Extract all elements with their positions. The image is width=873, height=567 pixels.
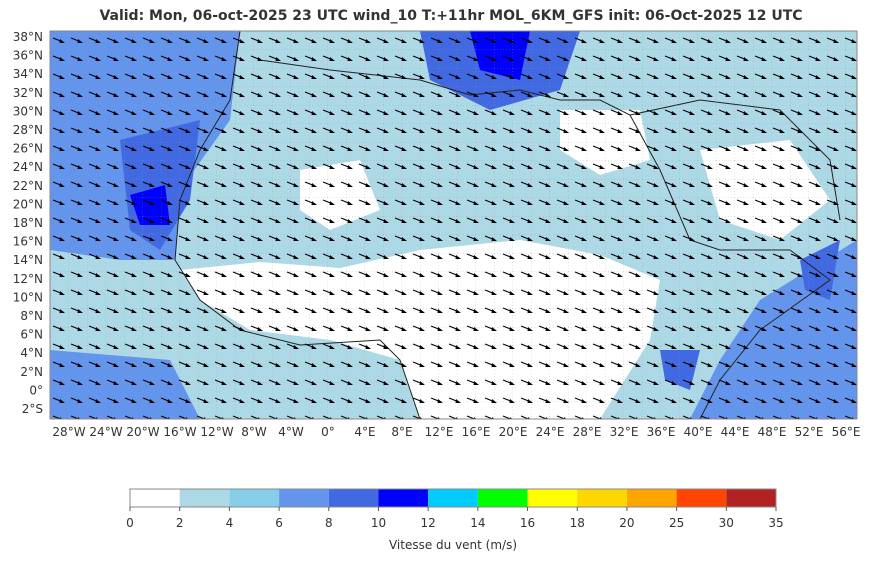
colorbar-tick-label: 12 bbox=[421, 516, 436, 530]
colorbar-tick-label: 6 bbox=[275, 516, 283, 530]
color-swatch bbox=[328, 489, 379, 507]
color-swatch bbox=[676, 489, 727, 507]
lon-label: 12°W bbox=[200, 425, 233, 439]
colorbar-tick-label: 16 bbox=[520, 516, 535, 530]
colorbar-tick-label: 14 bbox=[470, 516, 485, 530]
map-area bbox=[50, 31, 857, 419]
lon-label: 4°E bbox=[354, 425, 375, 439]
colorbar: 0 2 4 6 8 10 12 14 16 18 20 25 30 35 bbox=[126, 488, 784, 530]
lat-label: 24°N bbox=[13, 160, 43, 174]
colorbar-frame bbox=[129, 488, 777, 508]
colorbar-tick-label: 10 bbox=[371, 516, 386, 530]
lat-label: 0° bbox=[29, 383, 43, 397]
lat-label: 14°N bbox=[13, 253, 43, 267]
lon-label: 44°E bbox=[721, 425, 750, 439]
colorbar-tick-label: 0 bbox=[126, 516, 134, 530]
colorbar-tick-label: 18 bbox=[570, 516, 585, 530]
color-swatch bbox=[130, 489, 180, 507]
lat-label: 38°N bbox=[13, 30, 43, 44]
lon-label: 56°E bbox=[832, 425, 861, 439]
lon-label: 32°E bbox=[610, 425, 639, 439]
lat-label: 32°N bbox=[13, 86, 43, 100]
color-swatch bbox=[626, 489, 677, 507]
color-swatch bbox=[229, 489, 280, 507]
lat-label: 28°N bbox=[13, 123, 43, 137]
lat-label: 22°N bbox=[13, 179, 43, 193]
lon-axis: 28°W 24°W 20°W 16°W 12°W 8°W 4°W 0° 4°E 8°E 12°E 16… bbox=[52, 425, 860, 439]
lat-label: 4°N bbox=[20, 346, 43, 360]
lat-label: 34°N bbox=[13, 67, 43, 81]
lon-label: 16°E bbox=[462, 425, 491, 439]
lon-label: 4°W bbox=[278, 425, 304, 439]
color-swatch bbox=[577, 489, 627, 507]
color-swatch bbox=[428, 489, 478, 507]
lon-label: 24°W bbox=[89, 425, 122, 439]
colorbar-tick-label: 4 bbox=[226, 516, 234, 530]
lon-label: 52°E bbox=[795, 425, 824, 439]
lon-label: 20°E bbox=[499, 425, 528, 439]
lon-label: 12°E bbox=[425, 425, 454, 439]
lon-label: 0° bbox=[321, 425, 335, 439]
lat-label: 8°N bbox=[20, 309, 43, 323]
colorbar-label: Vitesse du vent (m/s) bbox=[389, 538, 517, 552]
lat-axis: 38°N 36°N 34°N 32°N 30°N 28°N 26°N 24°N 22°N 20°N… bbox=[13, 30, 43, 416]
lon-label: 36°E bbox=[647, 425, 676, 439]
lat-label: 16°N bbox=[13, 235, 43, 249]
color-swatch bbox=[726, 489, 776, 507]
lat-label: 12°N bbox=[13, 272, 43, 286]
lat-label: 18°N bbox=[13, 216, 43, 230]
lon-label: 48°E bbox=[758, 425, 787, 439]
color-swatch bbox=[279, 489, 329, 507]
title: Valid: Mon, 06-oct-2025 23 UTC wind_10 T… bbox=[99, 8, 802, 24]
colorbar-tick-label: 8 bbox=[325, 516, 333, 530]
lon-label: 8°E bbox=[391, 425, 412, 439]
lon-label: 16°W bbox=[163, 425, 196, 439]
lon-label: 40°E bbox=[684, 425, 713, 439]
colorbar-tick-label: 20 bbox=[619, 516, 634, 530]
colorbar-tick-label: 2 bbox=[176, 516, 184, 530]
lat-label: 2°N bbox=[20, 365, 43, 379]
lat-label: 30°N bbox=[13, 104, 43, 118]
colorbar-tick-label: 35 bbox=[768, 516, 783, 530]
lat-label: 26°N bbox=[13, 142, 43, 156]
lat-label: 36°N bbox=[13, 49, 43, 63]
lon-label: 24°E bbox=[536, 425, 565, 439]
color-swatch bbox=[179, 489, 230, 507]
lat-label: 20°N bbox=[13, 197, 43, 211]
color-swatch bbox=[378, 489, 429, 507]
lon-label: 28°W bbox=[52, 425, 85, 439]
lon-label: 8°W bbox=[241, 425, 267, 439]
colorbar-tick-label: 30 bbox=[719, 516, 734, 530]
lat-label: 2°S bbox=[22, 402, 43, 416]
lon-label: 28°E bbox=[573, 425, 602, 439]
map-frame bbox=[49, 30, 858, 420]
lon-label: 20°W bbox=[126, 425, 159, 439]
lat-label: 10°N bbox=[13, 290, 43, 304]
color-swatch bbox=[527, 489, 578, 507]
colorbar-tick-label: 25 bbox=[669, 516, 684, 530]
lat-label: 6°N bbox=[20, 328, 43, 342]
color-swatch bbox=[477, 489, 528, 507]
